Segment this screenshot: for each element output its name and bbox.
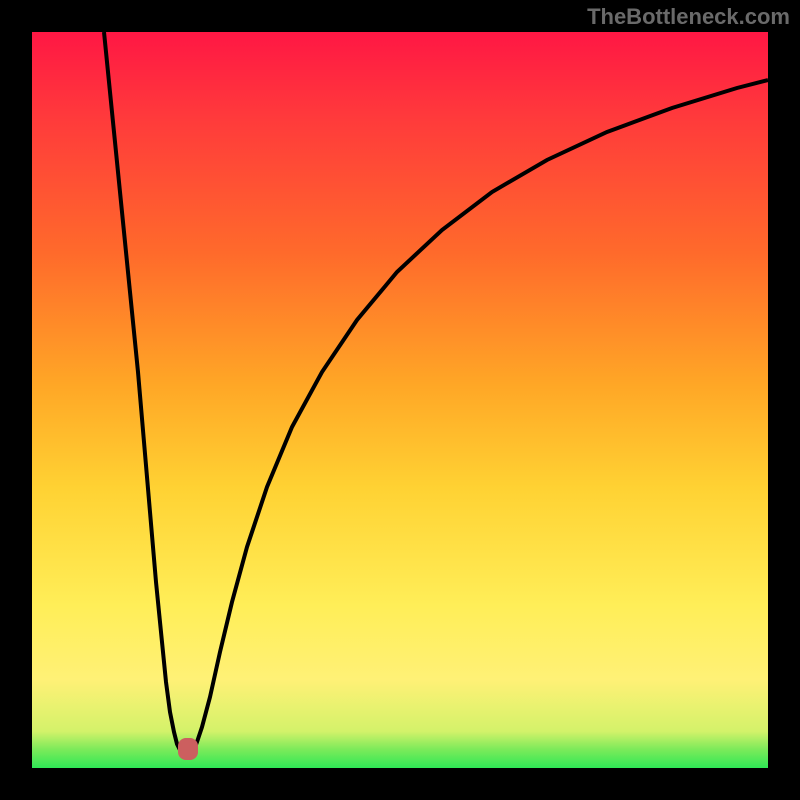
watermark-text: TheBottleneck.com (587, 4, 790, 30)
right-curve (194, 80, 768, 750)
optimal-dip-marker (178, 738, 198, 760)
plot-area (32, 32, 768, 768)
canvas: TheBottleneck.com (0, 0, 800, 800)
bottleneck-curves (32, 32, 768, 768)
left-curve (104, 32, 180, 750)
